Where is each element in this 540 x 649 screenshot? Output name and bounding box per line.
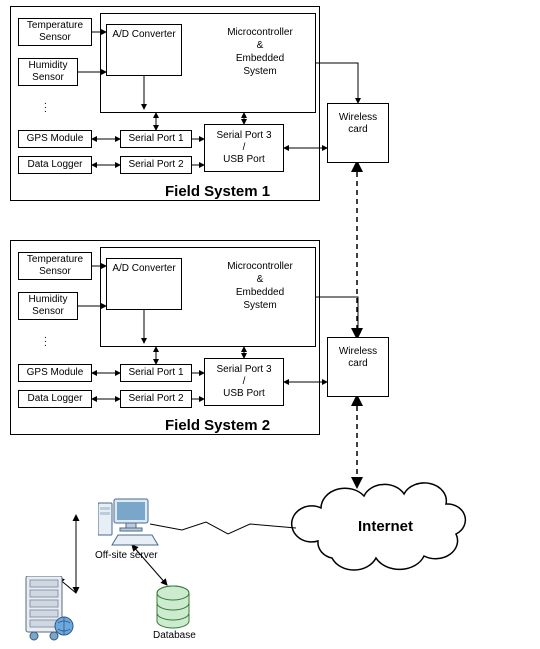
serial2: Serial Port 2 [120,156,192,174]
serial3: Serial Port 3/USB Port [204,124,284,172]
serial3: Serial Port 3/USB Port [204,358,284,406]
ad-converter: A/D Converter [106,24,182,76]
gps: GPS Module [18,130,92,148]
temp-sensor: TemperatureSensor [18,252,92,280]
humidity-sensor: HumiditySensor [18,58,78,86]
wireless-card: Wirelesscard [327,337,389,397]
serial1: Serial Port 1 [120,364,192,382]
serial2: Serial Port 2 [120,390,192,408]
gps: GPS Module [18,364,92,382]
serial1: Serial Port 1 [120,130,192,148]
data-logger: Data Logger [18,390,92,408]
ad-converter: A/D Converter [106,258,182,310]
wireless-card: Wirelesscard [327,103,389,163]
data-logger: Data Logger [18,156,92,174]
temp-sensor: TemperatureSensor [18,18,92,46]
humidity-sensor: HumiditySensor [18,292,78,320]
